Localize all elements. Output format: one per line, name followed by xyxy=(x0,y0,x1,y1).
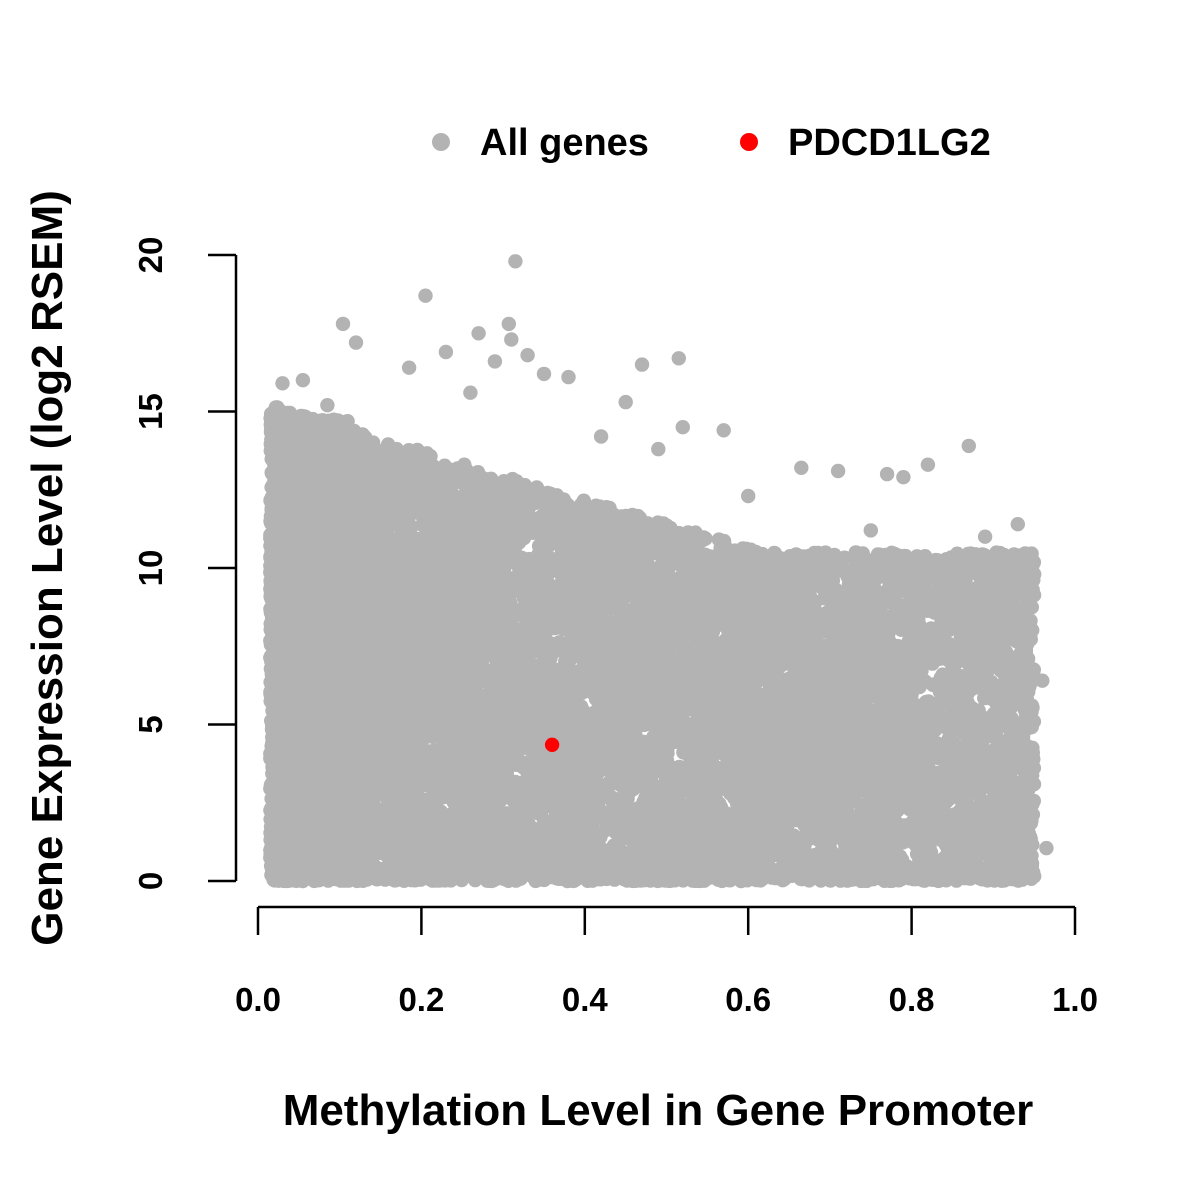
legend-marker-all-genes xyxy=(432,133,450,151)
legend: All genes PDCD1LG2 xyxy=(432,122,991,164)
legend-label-all-genes: All genes xyxy=(480,122,649,164)
legend-label-pdcd1lg2: PDCD1LG2 xyxy=(788,122,991,164)
legend-marker-pdcd1lg2 xyxy=(740,133,758,151)
all-genes-points xyxy=(263,254,1054,889)
